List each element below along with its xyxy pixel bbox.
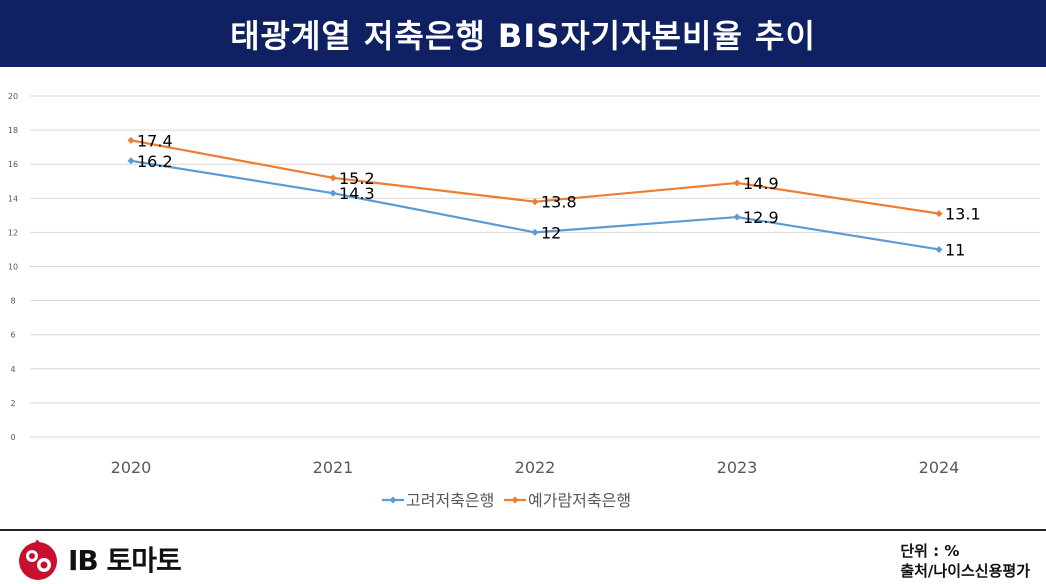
footer-divider xyxy=(0,529,1046,531)
data-point xyxy=(935,245,943,253)
data-point xyxy=(733,179,741,187)
data-point xyxy=(531,198,539,206)
logo-text: IB 토마토 xyxy=(68,544,182,577)
legend-marker xyxy=(389,496,397,504)
data-label: 12 xyxy=(541,223,561,242)
data-label: 15.2 xyxy=(339,169,375,188)
footer-note: 단위 : % 출처/나이스신용평가 xyxy=(900,541,1030,581)
data-point xyxy=(935,210,943,218)
x-tick-label: 2024 xyxy=(919,458,960,477)
y-tick-label: 12 xyxy=(8,228,18,237)
x-tick-label: 2020 xyxy=(111,458,152,477)
title-bar: 태광계열 저축은행 BIS자기자본비율 추이 xyxy=(0,0,1046,67)
y-tick-label: 14 xyxy=(8,194,18,203)
x-tick-label: 2021 xyxy=(313,458,354,477)
y-tick-label: 18 xyxy=(8,126,18,135)
brand-logo: IB 토마토 xyxy=(16,537,182,581)
y-tick-label: 6 xyxy=(10,331,15,340)
data-label: 16.2 xyxy=(137,152,173,171)
data-label: 12.9 xyxy=(743,208,779,227)
legend-label: 예가람저축은행 xyxy=(528,491,631,510)
page-title: 태광계열 저축은행 BIS자기자본비율 추이 xyxy=(230,16,816,55)
x-tick-label: 2023 xyxy=(717,458,758,477)
data-point xyxy=(127,157,135,165)
y-tick-label: 2 xyxy=(10,399,15,408)
y-tick-label: 10 xyxy=(8,263,18,272)
source-note: 출처/나이스신용평가 xyxy=(900,562,1030,580)
data-label: 13.1 xyxy=(945,205,981,224)
data-label: 11 xyxy=(945,240,965,259)
data-point xyxy=(329,189,337,197)
legend-label: 고려저축은행 xyxy=(406,491,494,510)
legend-marker xyxy=(511,496,519,504)
data-label: 14.9 xyxy=(743,174,779,193)
y-tick-label: 16 xyxy=(8,160,18,169)
y-tick-label: 8 xyxy=(10,297,15,306)
y-tick-label: 4 xyxy=(10,365,15,374)
unit-note: 단위 : % xyxy=(900,542,960,560)
data-label: 13.8 xyxy=(541,193,577,212)
data-label: 14.3 xyxy=(339,184,375,203)
data-point xyxy=(329,174,337,182)
x-tick-label: 2022 xyxy=(515,458,556,477)
data-label: 17.4 xyxy=(137,131,173,150)
y-tick-label: 20 xyxy=(8,92,18,101)
tomato-logo-icon xyxy=(19,539,57,580)
data-point xyxy=(733,213,741,221)
data-point xyxy=(531,228,539,236)
data-point xyxy=(127,136,135,144)
y-tick-label: 0 xyxy=(10,433,15,442)
